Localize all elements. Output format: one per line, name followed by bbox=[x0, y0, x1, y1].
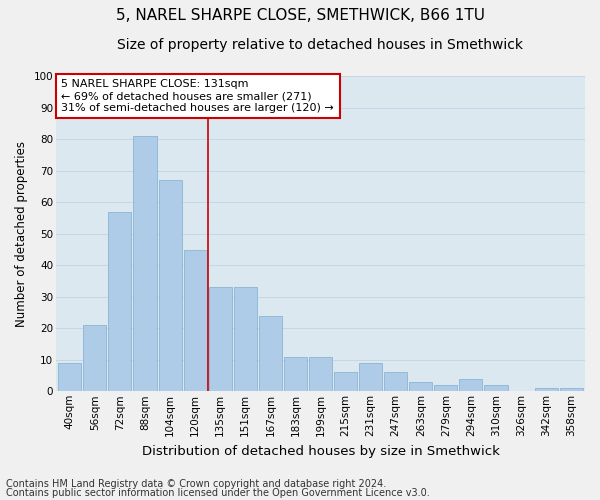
Bar bbox=[484, 385, 508, 392]
Bar bbox=[234, 288, 257, 392]
Bar bbox=[158, 180, 182, 392]
Bar bbox=[109, 212, 131, 392]
Bar bbox=[133, 136, 157, 392]
Text: 5 NAREL SHARPE CLOSE: 131sqm
← 69% of detached houses are smaller (271)
31% of s: 5 NAREL SHARPE CLOSE: 131sqm ← 69% of de… bbox=[61, 80, 334, 112]
Bar bbox=[309, 356, 332, 392]
Title: Size of property relative to detached houses in Smethwick: Size of property relative to detached ho… bbox=[118, 38, 523, 52]
Bar bbox=[259, 316, 282, 392]
X-axis label: Distribution of detached houses by size in Smethwick: Distribution of detached houses by size … bbox=[142, 444, 499, 458]
Bar bbox=[384, 372, 407, 392]
Y-axis label: Number of detached properties: Number of detached properties bbox=[15, 141, 28, 327]
Bar bbox=[460, 378, 482, 392]
Text: Contains HM Land Registry data © Crown copyright and database right 2024.: Contains HM Land Registry data © Crown c… bbox=[6, 479, 386, 489]
Bar bbox=[58, 363, 81, 392]
Bar bbox=[535, 388, 557, 392]
Bar bbox=[560, 388, 583, 392]
Bar bbox=[434, 385, 457, 392]
Bar bbox=[209, 288, 232, 392]
Bar bbox=[83, 325, 106, 392]
Bar bbox=[359, 363, 382, 392]
Bar bbox=[334, 372, 357, 392]
Bar bbox=[184, 250, 206, 392]
Text: Contains public sector information licensed under the Open Government Licence v3: Contains public sector information licen… bbox=[6, 488, 430, 498]
Text: 5, NAREL SHARPE CLOSE, SMETHWICK, B66 1TU: 5, NAREL SHARPE CLOSE, SMETHWICK, B66 1T… bbox=[115, 8, 485, 22]
Bar bbox=[284, 356, 307, 392]
Bar bbox=[409, 382, 433, 392]
